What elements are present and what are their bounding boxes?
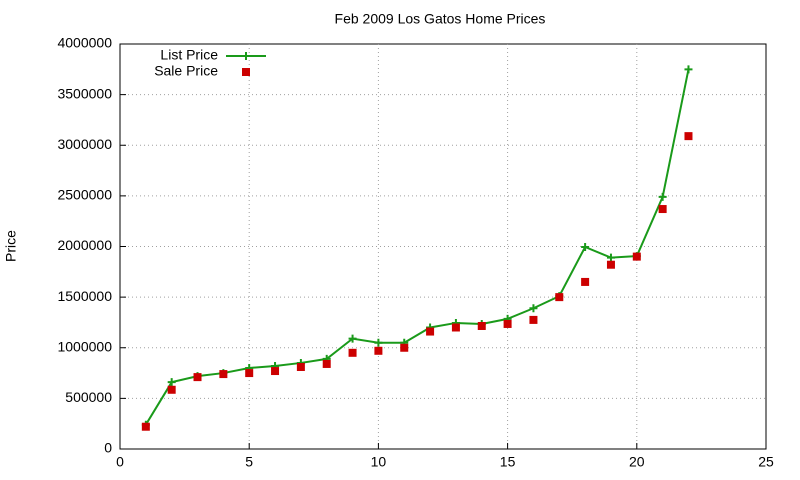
point-marker	[348, 348, 357, 357]
y-axis-label: Price	[3, 230, 19, 262]
point-marker	[167, 385, 176, 394]
y-tick-label: 0	[104, 440, 112, 456]
point-marker	[374, 338, 383, 347]
legend-label: List Price	[160, 47, 218, 63]
point-marker	[684, 132, 693, 141]
x-tick-label: 25	[758, 454, 774, 470]
point-marker	[348, 334, 357, 343]
point-marker	[400, 343, 409, 352]
y-tick-label: 1500000	[57, 288, 112, 304]
point-marker	[503, 319, 512, 328]
point-marker	[374, 346, 383, 355]
y-tick-label: 3000000	[57, 136, 112, 152]
legend-marker	[242, 68, 250, 76]
y-tick-label: 3500000	[57, 85, 112, 101]
y-tick-label: 1000000	[57, 338, 112, 354]
x-tick-label: 0	[116, 454, 124, 470]
chart-title: Feb 2009 Los Gatos Home Prices	[335, 11, 546, 27]
y-tick-label: 2500000	[57, 187, 112, 203]
x-tick-label: 20	[629, 454, 645, 470]
point-marker	[219, 370, 228, 379]
point-marker	[141, 422, 150, 431]
point-marker	[271, 367, 280, 376]
point-marker	[167, 378, 176, 387]
x-tick-label: 10	[371, 454, 387, 470]
point-marker	[684, 65, 693, 74]
point-marker	[606, 253, 615, 262]
legend-label: Sale Price	[154, 63, 218, 79]
point-marker	[451, 323, 460, 332]
point-marker	[581, 243, 590, 252]
y-tick-label: 4000000	[57, 35, 112, 51]
point-marker	[606, 260, 615, 269]
point-marker	[529, 304, 538, 313]
point-marker	[529, 315, 538, 324]
point-marker	[426, 327, 435, 336]
point-marker	[555, 293, 564, 302]
legend-marker	[242, 52, 250, 60]
x-tick-label: 5	[245, 454, 253, 470]
point-marker	[322, 359, 331, 368]
point-marker	[477, 321, 486, 330]
y-tick-label: 500000	[65, 389, 112, 405]
point-marker	[245, 369, 254, 378]
point-marker	[296, 362, 305, 371]
y-tick-label: 2000000	[57, 237, 112, 253]
point-marker	[658, 205, 667, 214]
point-marker	[193, 373, 202, 382]
point-marker	[581, 277, 590, 286]
point-marker	[632, 252, 641, 261]
x-tick-label: 15	[500, 454, 516, 470]
point-marker	[658, 192, 667, 201]
series-line	[144, 69, 690, 426]
